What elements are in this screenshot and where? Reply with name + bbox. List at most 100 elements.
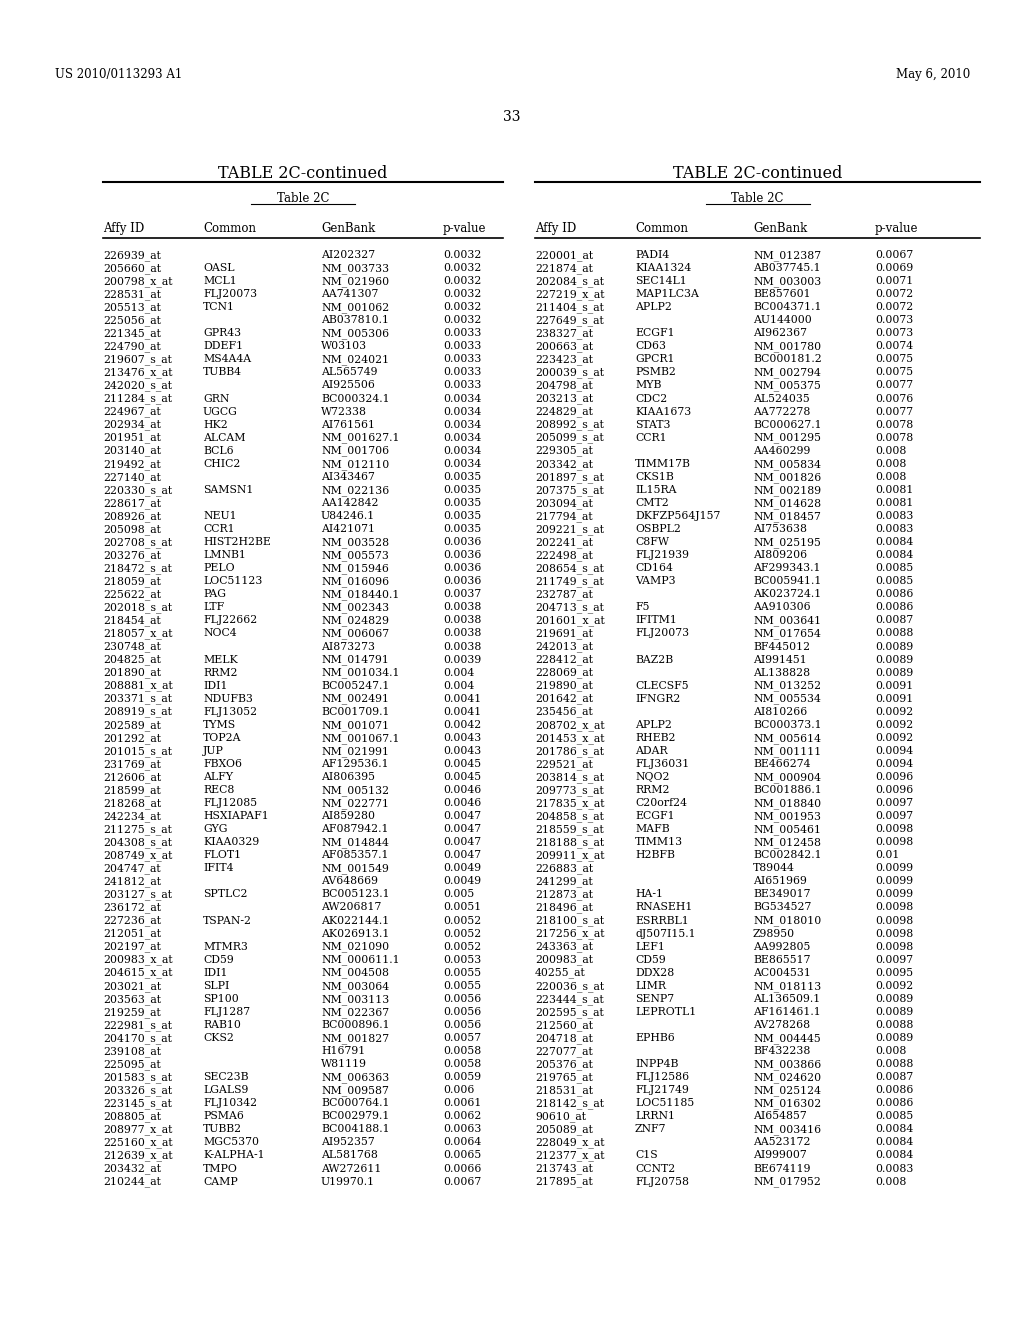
Text: 0.008: 0.008	[874, 1045, 906, 1056]
Text: 202934_at: 202934_at	[103, 420, 161, 430]
Text: 0.0091: 0.0091	[874, 694, 913, 704]
Text: NM_018840: NM_018840	[753, 799, 821, 809]
Text: 211404_s_at: 211404_s_at	[535, 302, 604, 313]
Text: 213476_x_at: 213476_x_at	[103, 367, 172, 378]
Text: SP100: SP100	[203, 994, 239, 1003]
Text: 205660_at: 205660_at	[103, 263, 161, 273]
Text: 238327_at: 238327_at	[535, 329, 593, 339]
Text: NM_001295: NM_001295	[753, 433, 821, 444]
Text: 0.0035: 0.0035	[443, 484, 481, 495]
Text: 0.0034: 0.0034	[443, 459, 481, 469]
Text: KIAA1673: KIAA1673	[635, 407, 691, 417]
Text: CKS2: CKS2	[203, 1034, 233, 1043]
Text: 203021_at: 203021_at	[103, 981, 161, 991]
Text: BCL6: BCL6	[203, 446, 233, 455]
Text: NM_001627.1: NM_001627.1	[321, 433, 399, 444]
Text: BF432238: BF432238	[753, 1045, 810, 1056]
Text: AL524035: AL524035	[753, 393, 810, 404]
Text: TUBB4: TUBB4	[203, 367, 242, 378]
Text: LGALS9: LGALS9	[203, 1085, 249, 1096]
Text: 0.008: 0.008	[874, 446, 906, 455]
Text: NM_018457: NM_018457	[753, 511, 821, 521]
Text: CD59: CD59	[203, 954, 233, 965]
Text: 0.0087: 0.0087	[874, 615, 913, 626]
Text: 0.0098: 0.0098	[874, 903, 913, 912]
Text: EPHB6: EPHB6	[635, 1034, 675, 1043]
Text: SAMSN1: SAMSN1	[203, 484, 253, 495]
Text: 0.0094: 0.0094	[874, 759, 913, 770]
Text: 220330_s_at: 220330_s_at	[103, 484, 172, 495]
Text: dJ507I15.1: dJ507I15.1	[635, 928, 695, 939]
Text: K-ALPHA-1: K-ALPHA-1	[203, 1151, 264, 1160]
Text: 0.0086: 0.0086	[874, 589, 913, 599]
Text: 201951_at: 201951_at	[103, 433, 161, 444]
Text: 220036_s_at: 220036_s_at	[535, 981, 604, 991]
Text: 204170_s_at: 204170_s_at	[103, 1034, 172, 1044]
Text: 226883_at: 226883_at	[535, 863, 593, 874]
Text: FLJ21749: FLJ21749	[635, 1085, 689, 1096]
Text: 0.008: 0.008	[874, 459, 906, 469]
Text: 217895_at: 217895_at	[535, 1176, 593, 1187]
Text: U19970.1: U19970.1	[321, 1176, 375, 1187]
Text: Table 2C: Table 2C	[276, 191, 330, 205]
Text: 0.0076: 0.0076	[874, 393, 913, 404]
Text: May 6, 2010: May 6, 2010	[896, 69, 970, 81]
Text: 0.0041: 0.0041	[443, 706, 481, 717]
Text: 201015_s_at: 201015_s_at	[103, 746, 172, 756]
Text: C20orf24: C20orf24	[635, 799, 687, 808]
Text: MYB: MYB	[635, 380, 662, 391]
Text: 0.0036: 0.0036	[443, 537, 481, 546]
Text: T89044: T89044	[753, 863, 795, 874]
Text: AI809206: AI809206	[753, 550, 807, 560]
Text: H16791: H16791	[321, 1045, 366, 1056]
Text: 225622_at: 225622_at	[103, 589, 161, 601]
Text: 0.0051: 0.0051	[443, 903, 481, 912]
Text: AL581768: AL581768	[321, 1151, 378, 1160]
Text: 0.0083: 0.0083	[874, 1163, 913, 1173]
Text: 0.0089: 0.0089	[874, 668, 913, 677]
Text: NM_001034.1: NM_001034.1	[321, 668, 399, 678]
Text: 0.0035: 0.0035	[443, 471, 481, 482]
Text: NM_005573: NM_005573	[321, 550, 389, 561]
Text: 205513_at: 205513_at	[103, 302, 161, 313]
Text: NM_021090: NM_021090	[321, 941, 389, 952]
Text: MCL1: MCL1	[203, 276, 237, 286]
Text: 218059_at: 218059_at	[103, 577, 161, 587]
Text: NM_000904: NM_000904	[753, 772, 821, 783]
Text: W03103: W03103	[321, 342, 368, 351]
Text: 0.0032: 0.0032	[443, 302, 481, 313]
Text: 201292_at: 201292_at	[103, 733, 161, 743]
Text: FLJ20073: FLJ20073	[203, 289, 257, 300]
Text: 208919_s_at: 208919_s_at	[103, 706, 172, 718]
Text: NM_001780: NM_001780	[753, 342, 821, 352]
Text: MAP1LC3A: MAP1LC3A	[635, 289, 698, 300]
Text: 0.0036: 0.0036	[443, 577, 481, 586]
Text: 0.0071: 0.0071	[874, 276, 913, 286]
Text: NQO2: NQO2	[635, 772, 670, 781]
Text: C1S: C1S	[635, 1151, 657, 1160]
Text: IDI1: IDI1	[203, 681, 227, 690]
Text: PSMA6: PSMA6	[203, 1111, 244, 1121]
Text: GPCR1: GPCR1	[635, 354, 675, 364]
Text: NM_001071: NM_001071	[321, 719, 389, 730]
Text: RHEB2: RHEB2	[635, 733, 676, 743]
Text: RNASEH1: RNASEH1	[635, 903, 692, 912]
Text: 227219_x_at: 227219_x_at	[535, 289, 604, 300]
Text: IDI1: IDI1	[203, 968, 227, 978]
Text: CLECSF5: CLECSF5	[635, 681, 688, 690]
Text: 231769_at: 231769_at	[103, 759, 161, 770]
Text: AL138828: AL138828	[753, 668, 810, 677]
Text: BE466274: BE466274	[753, 759, 811, 770]
Text: 0.0085: 0.0085	[874, 577, 913, 586]
Text: 227649_s_at: 227649_s_at	[535, 315, 604, 326]
Text: 0.0033: 0.0033	[443, 342, 481, 351]
Text: 219607_s_at: 219607_s_at	[103, 354, 172, 366]
Text: ESRRBL1: ESRRBL1	[635, 916, 689, 925]
Text: CD63: CD63	[635, 342, 666, 351]
Text: ADAR: ADAR	[635, 746, 668, 756]
Text: NM_001827: NM_001827	[321, 1034, 389, 1044]
Text: FLJ20758: FLJ20758	[635, 1176, 689, 1187]
Text: TOP2A: TOP2A	[203, 733, 242, 743]
Text: HA-1: HA-1	[635, 890, 663, 899]
Text: 225056_at: 225056_at	[103, 315, 161, 326]
